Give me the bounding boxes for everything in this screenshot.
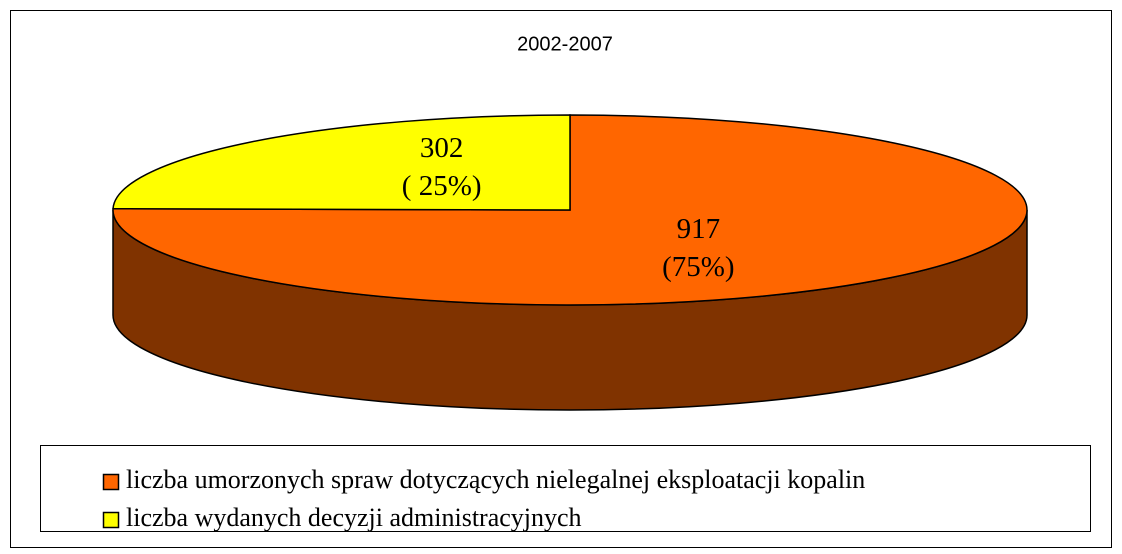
legend-swatch [102, 511, 120, 529]
chart-title: 2002-2007 [517, 33, 613, 55]
data-label-percent: ( 25%) [402, 170, 482, 202]
legend-swatch [102, 473, 120, 491]
data-label: 302 [420, 132, 464, 164]
legend-box [40, 445, 1091, 532]
data-label: 917 [677, 213, 721, 245]
pie-slice [112, 114, 571, 211]
legend-label: liczba wydanych decyzji administracyjnyc… [126, 503, 582, 532]
pie-slice [112, 114, 1028, 306]
legend-label: liczba umorzonych spraw dotyczących niel… [126, 465, 865, 494]
data-label-percent: (75%) [662, 251, 734, 283]
